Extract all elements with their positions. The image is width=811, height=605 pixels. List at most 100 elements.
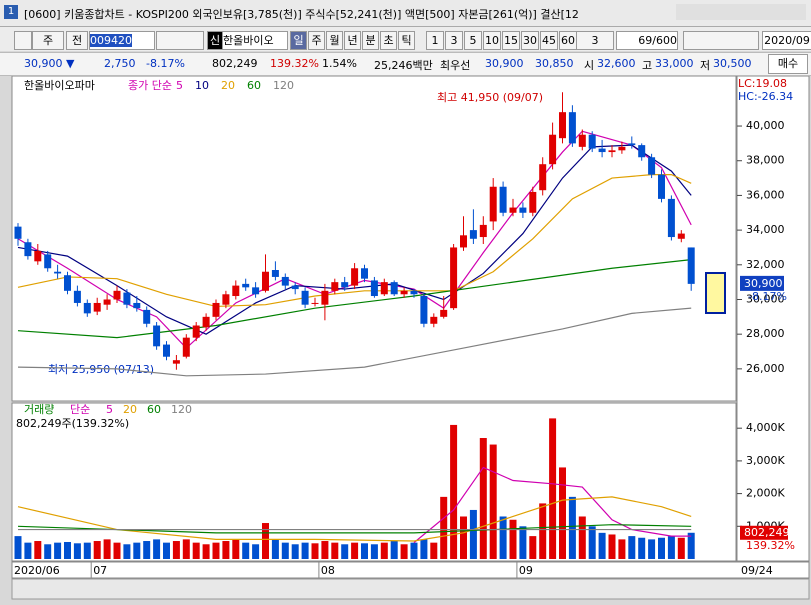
candle-body (677, 233, 685, 239)
candle-body (608, 150, 616, 153)
candle-body (430, 316, 438, 324)
open-label: 시 (584, 59, 595, 72)
ma-line (17, 307, 692, 377)
period-button[interactable]: 15 (502, 31, 520, 50)
volume-bar (351, 542, 359, 559)
volume-bar (687, 532, 695, 559)
volume-bar (321, 541, 329, 559)
period-button[interactable]: 년 (344, 31, 361, 50)
volume-bar (677, 537, 685, 559)
candle-body (262, 271, 269, 291)
volume-bar (133, 542, 141, 559)
candle-body (64, 275, 71, 291)
badge: 1 (4, 5, 18, 19)
volume-bar (331, 542, 339, 559)
period-button[interactable]: 분 (362, 31, 379, 50)
candle-body (489, 186, 497, 222)
tools[interactable] (156, 31, 204, 50)
y-tick-label: 38,000 (746, 154, 785, 167)
volume-bar (509, 519, 517, 559)
market-select[interactable]: 주 (32, 31, 64, 50)
volume-bar (628, 536, 636, 559)
candle-body (321, 290, 329, 305)
stock-name[interactable]: 한올바이오 (222, 31, 288, 50)
period-button[interactable]: 30 (521, 31, 539, 50)
volume-bar (618, 539, 626, 559)
buy-button[interactable]: 매수 (768, 54, 808, 74)
price: 30,900 ▼ (24, 57, 75, 70)
volume-bar (222, 541, 230, 559)
y-tick-label: 30,000 (746, 292, 785, 305)
volume-bar (440, 496, 448, 559)
period-button[interactable]: 60 (559, 31, 577, 50)
volume-bar (14, 536, 22, 559)
ma-label: 종가 단순 (128, 79, 172, 92)
candle-body (648, 157, 656, 175)
window-controls[interactable] (676, 4, 806, 20)
scrollbar[interactable] (11, 578, 810, 600)
lc: LC:19.08 (738, 77, 787, 90)
candle-body (232, 285, 240, 297)
date[interactable]: 2020/09 (762, 31, 811, 50)
period-button[interactable]: 틱 (398, 31, 415, 50)
y-tick-label: 40,000 (746, 119, 785, 132)
price-pane (11, 76, 737, 402)
candle-body (24, 242, 32, 257)
volume-bar (93, 541, 101, 559)
volume-bar (212, 542, 220, 559)
candle-body (479, 224, 487, 238)
period-button[interactable]: 5 (464, 31, 482, 50)
volume-bar (430, 542, 438, 559)
volume-bar (420, 539, 428, 559)
volume-bar (370, 544, 378, 559)
period-button[interactable]: 주 (308, 31, 325, 50)
volume-bar (608, 534, 616, 559)
candle-body (559, 112, 566, 139)
period-button[interactable]: 월 (326, 31, 343, 50)
candle-body (83, 302, 91, 314)
best-label: 최우선 (440, 59, 471, 72)
code-input[interactable]: 009420 (89, 31, 155, 50)
volume-bar (400, 544, 408, 559)
period-button[interactable]: 3 (445, 31, 463, 50)
volume-bar (103, 539, 111, 559)
rate-tag: -8.17% (748, 290, 787, 303)
chart: 한올바이오파마 종가 단순 LC:19.08 HC:-26.34 최고 41,9… (11, 76, 810, 600)
volume-bar (44, 544, 52, 559)
volume-bar (202, 544, 210, 559)
candle-body (509, 207, 517, 213)
chart-icon[interactable] (14, 31, 32, 50)
volume-bar (281, 542, 289, 559)
price-tag: 30,900 (744, 277, 783, 290)
volume-bar (24, 542, 32, 559)
candle-body (549, 134, 557, 165)
candle-body (331, 282, 339, 291)
period-button[interactable]: 10 (483, 31, 501, 50)
y-tick-label: 28,000 (746, 327, 785, 340)
volume-bar (578, 516, 586, 559)
candle-body (113, 290, 121, 300)
best-ask: 30,900 (485, 57, 524, 70)
turnover: 1.54% (322, 57, 357, 70)
y-tick-label: 34,000 (746, 223, 785, 236)
candle-body (390, 282, 398, 295)
period-button[interactable]: 1 (426, 31, 444, 50)
period-button[interactable]: 일 (290, 31, 307, 50)
prev-button[interactable]: 전 (66, 31, 88, 50)
volume-bar (410, 542, 418, 559)
x-tick-label: 2020/06 (14, 564, 60, 577)
volume-bar (648, 539, 656, 559)
period-button[interactable]: 초 (380, 31, 397, 50)
title-bar: 1 [0600] 키움종합차트 - KOSPI200 외국인보유[3,785(천… (0, 0, 811, 27)
unit-select[interactable]: 3 (576, 31, 614, 50)
candle-body (34, 250, 42, 262)
highlight-box (705, 272, 726, 314)
volume-bar (73, 543, 81, 559)
volume-bar (232, 539, 240, 559)
tool-icons[interactable] (683, 31, 759, 50)
period-button[interactable]: 45 (540, 31, 558, 50)
candle-body (291, 285, 299, 290)
candle-body (628, 143, 636, 146)
candle-body (687, 247, 695, 284)
candle-body (341, 282, 349, 288)
